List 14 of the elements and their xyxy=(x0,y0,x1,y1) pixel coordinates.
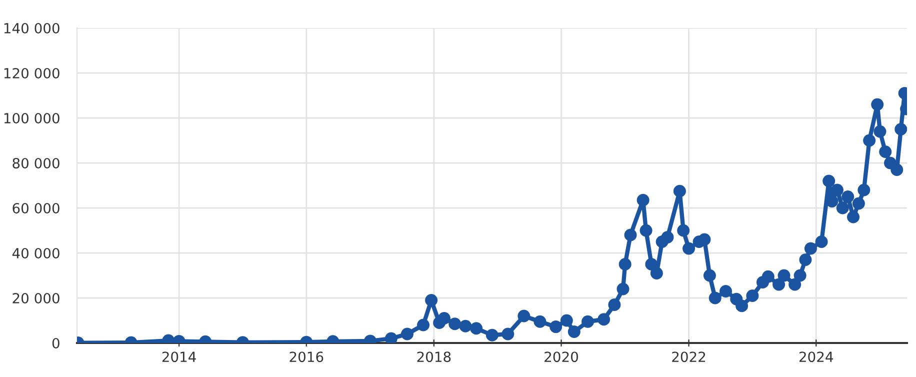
y-tick-label: 100 000 xyxy=(4,112,60,124)
x-tick-label: 2022 xyxy=(672,352,706,362)
x-tick-label: 2018 xyxy=(417,352,451,362)
y-tick-label: 120 000 xyxy=(4,68,60,78)
x-tick-label: 2024 xyxy=(799,352,834,362)
y-tick-label: 140 000 xyxy=(4,22,60,34)
x-tick-label: 2014 xyxy=(162,352,196,362)
y-tick-label: 40 000 xyxy=(12,248,60,258)
y-tick-label: 0 xyxy=(52,338,60,348)
y-tick-label: 80 000 xyxy=(12,158,60,168)
y-tick-label: 20 000 xyxy=(12,292,60,304)
x-tick-label: 2016 xyxy=(290,352,324,362)
x-tick-label: 2020 xyxy=(544,352,578,362)
y-tick-label: 60 000 xyxy=(12,202,60,214)
